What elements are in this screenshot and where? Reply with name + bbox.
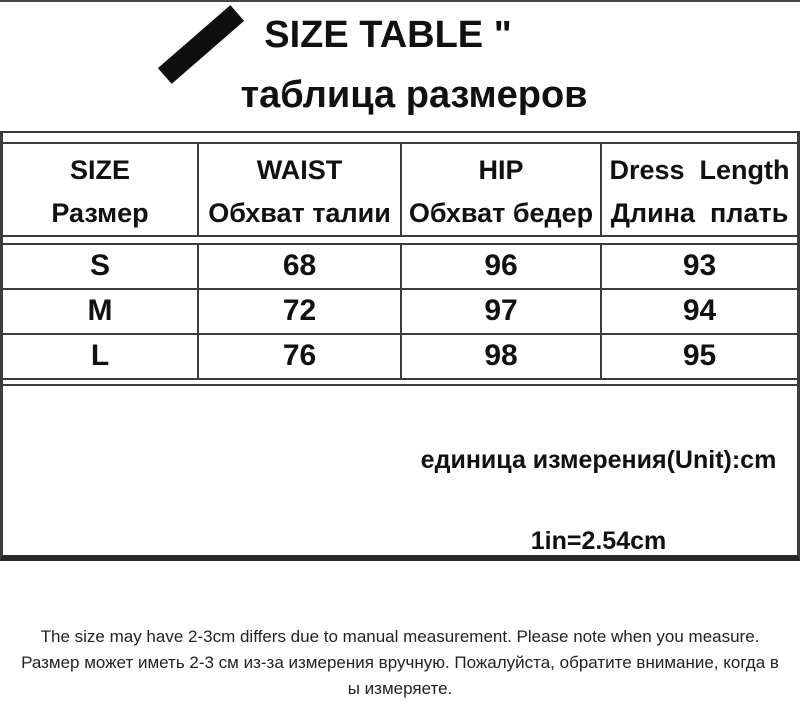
cell-m-size: M [87,294,113,327]
header-dress-length-en: Dress Length [609,155,790,185]
disclaimer-line-en: The size may have 2-3cm differs due to m… [40,627,760,646]
header-cell-size: SIZE Размер [3,144,197,235]
cell-l-waist: 76 [197,335,400,378]
top-edge-line [0,0,800,2]
disclaimer-line-ru2: ы измеряете. [347,679,453,698]
table-header-row: SIZE Размер WAIST Обхват талии HIP Обхва… [3,142,797,237]
header-hip-ru: Обхват бедер [408,198,594,228]
cell-l-hip: 98 [400,335,600,378]
header-size-ru: Размер [51,198,149,228]
header-hip-en: HIP [478,155,524,185]
size-table-sheet: SIZE Размер WAIST Обхват талии HIP Обхва… [0,131,800,698]
header-cell-dress-length: Dress Length Длина плать [600,144,797,235]
table-row-l: L 76 98 95 [3,335,797,380]
header-waist-en: WAIST [256,155,343,185]
table-body: S 68 96 93 M 72 97 94 L 76 98 95 [3,243,797,380]
header-cell-hip: HIP Обхват бедер [400,144,600,235]
measurement-disclaimer: The size may have 2-3cm differs due to m… [3,624,797,702]
cell-m-hip: 97 [400,290,600,333]
header-waist-ru: Обхват талии [208,198,391,228]
cell-l-length: 95 [600,335,797,378]
header-dress-length-ru: Длина плать [610,198,789,228]
unit-info: единица измерения(Unit):cm 1in=2.54cm [400,393,797,609]
table-row-s: S 68 96 93 [3,245,797,290]
cell-s-size: S [89,249,110,282]
cell-m-length: 94 [600,290,797,333]
page-title-ru: таблица размеров [240,74,588,116]
table-footer-section: единица измерения(Unit):cm 1in=2.54cm Th… [3,384,797,702]
cell-l-size: L [90,339,110,372]
unit-line: единица измерения(Unit):cm [420,446,777,474]
table-row-m: M 72 97 94 [3,290,797,335]
cell-s-waist: 68 [197,245,400,288]
cell-s-hip: 96 [400,245,600,288]
disclaimer-line-ru1: Размер может иметь 2-3 см из-за измерени… [21,653,779,672]
header-size-en: SIZE [69,155,130,185]
header-cell-waist: WAIST Обхват талии [197,144,400,235]
cell-m-waist: 72 [197,290,400,333]
cell-s-length: 93 [600,245,797,288]
page-title-en: SIZE TABLE " [264,14,512,56]
unit-conversion: 1in=2.54cm [530,527,667,555]
